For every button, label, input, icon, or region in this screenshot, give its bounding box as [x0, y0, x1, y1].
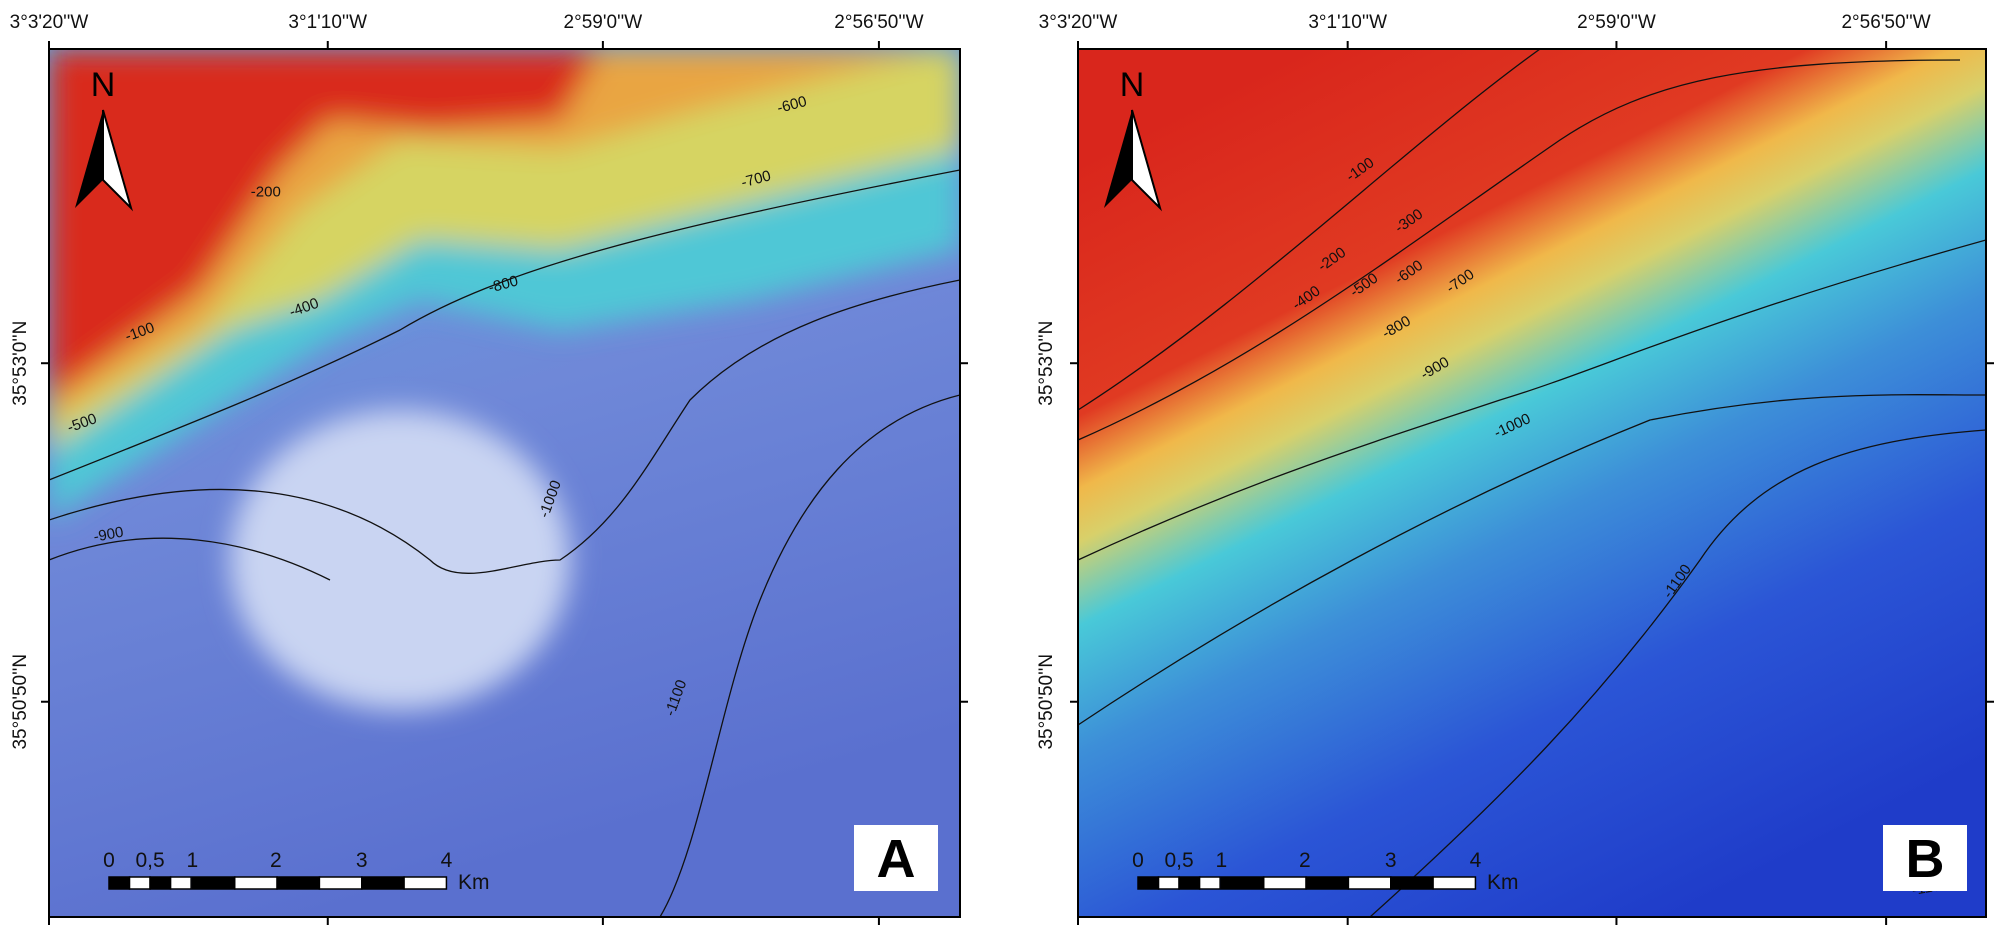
scale-segment: [1137, 876, 1160, 890]
scale-label: 0: [1132, 849, 1144, 872]
scale-label: 4: [441, 849, 453, 872]
contour-lines: [49, 49, 1986, 917]
scale-label: 0,5: [135, 849, 164, 872]
scale-unit: Km: [1487, 871, 1519, 894]
lat-label: 35°53'0''N: [1036, 321, 1057, 406]
scale-segment: [403, 876, 448, 890]
lon-label: 3°1'10''W: [288, 12, 367, 33]
scale-label: 4: [1470, 849, 1482, 872]
scale-segment: [1198, 876, 1221, 890]
scale-label: 3: [356, 849, 368, 872]
panel-frame: [1077, 48, 1987, 918]
panel-label: B: [1906, 829, 1945, 889]
panel-label: A: [877, 829, 916, 889]
scale-label: 2: [270, 849, 282, 872]
panel-label-box: [854, 825, 938, 891]
scale-segment: [276, 876, 321, 890]
panel-b-relief: [1078, 49, 1986, 917]
scale-label: 1: [187, 849, 199, 872]
scale-segment: [361, 876, 405, 890]
scale-segment: [128, 876, 151, 890]
scale-segment: [1390, 876, 1434, 890]
contour-label: -900: [92, 524, 125, 546]
scale-segment: [108, 876, 131, 890]
scale-segment: [233, 876, 278, 890]
scale-label: 0: [103, 849, 115, 872]
scale-label: 0,5: [1164, 849, 1193, 872]
contour-label: -200: [251, 184, 281, 201]
panel-label-box: [1883, 825, 1967, 891]
lon-label: 3°1'10''W: [1308, 12, 1387, 33]
scale-segment: [1305, 876, 1350, 890]
scale-segment: [191, 876, 236, 890]
scale-label: 1: [1216, 849, 1228, 872]
lon-label: 2°56'50''W: [834, 12, 923, 33]
scale-segment: [1432, 876, 1477, 890]
lat-label: 35°53'0''N: [10, 321, 31, 406]
scale-segment: [1262, 876, 1307, 890]
north-label: N: [91, 66, 116, 104]
panel-frame: [48, 48, 961, 918]
panel-a-relief: [49, 49, 960, 917]
scale-unit: Km: [458, 871, 490, 894]
scale-segment: [149, 876, 172, 890]
scale-segment: [1347, 876, 1392, 890]
lon-label: 3°3'20''W: [10, 12, 89, 33]
north-label: N: [1120, 66, 1145, 104]
lon-label: 2°56'50''W: [1841, 12, 1930, 33]
lon-label: 2°59'0''W: [564, 12, 643, 33]
scale-segment: [169, 876, 192, 890]
scale-label: 3: [1385, 849, 1397, 872]
scale-segment: [318, 876, 363, 890]
lat-label: 35°50'50''N: [10, 654, 31, 750]
lon-label: 3°3'20''W: [1039, 12, 1118, 33]
scale-segment: [1220, 876, 1265, 890]
scale-segment: [1178, 876, 1201, 890]
north-arrows: [75, 109, 1163, 212]
lat-label: 35°50'50''N: [1036, 654, 1057, 750]
scale-label: 2: [1299, 849, 1311, 872]
lon-label: 2°59'0''W: [1577, 12, 1656, 33]
scale-segment: [1157, 876, 1180, 890]
